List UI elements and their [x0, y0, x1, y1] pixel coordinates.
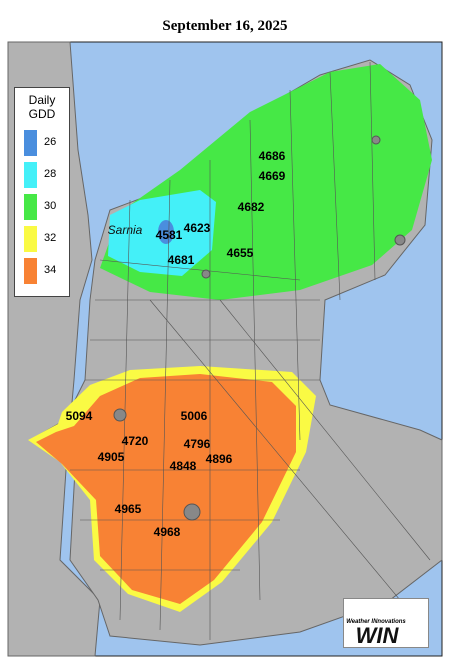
station-value: 4682 [238, 200, 265, 214]
station-value: 4669 [259, 169, 286, 183]
station-value: 5006 [181, 409, 208, 423]
station-value: 4581 [156, 228, 183, 242]
legend-value: 30 [44, 200, 57, 212]
station-value: 4896 [206, 452, 233, 466]
roads [70, 61, 431, 640]
logo-name: WIN [355, 623, 399, 648]
legend-value: 26 [44, 136, 57, 148]
zone-34 [36, 374, 296, 604]
legend-row: 34 [24, 258, 64, 284]
legend-swatch [24, 194, 37, 220]
station-value: 4965 [115, 502, 142, 516]
station-value: 4848 [170, 459, 197, 473]
towns [113, 135, 406, 521]
logo: Weather INnovations WIN [343, 598, 429, 648]
legend-row: 28 [24, 162, 64, 188]
station-value: 4623 [184, 221, 211, 235]
legend-swatch [24, 162, 37, 188]
station-value: 4720 [122, 434, 149, 448]
station-value: 4905 [98, 450, 125, 464]
logo-tagline: Weather INnovations [346, 619, 406, 625]
legend-title: Daily GDD [28, 93, 56, 121]
legend-swatch [24, 226, 37, 252]
legend-value: 32 [44, 232, 57, 244]
station-value: 5094 [66, 409, 93, 423]
legend-swatch [24, 130, 37, 156]
station-value: 4968 [154, 525, 181, 539]
legend-row: 26 [24, 130, 64, 156]
zone-26 [158, 220, 174, 244]
station-value: 4796 [184, 437, 211, 451]
station-value: 4681 [168, 253, 195, 267]
legend-row: 32 [24, 226, 64, 252]
station-value: 4655 [227, 246, 254, 260]
legend: Daily GDD 26 28 30 32 34 [14, 87, 70, 297]
legend-value: 28 [44, 168, 57, 180]
station-value: 4686 [259, 149, 286, 163]
map-title: September 16, 2025 [162, 18, 288, 34]
legend-row: 30 [24, 194, 64, 220]
legend-swatch [24, 258, 37, 284]
place-label: Sarnia [108, 223, 143, 237]
legend-value: 34 [44, 264, 57, 276]
